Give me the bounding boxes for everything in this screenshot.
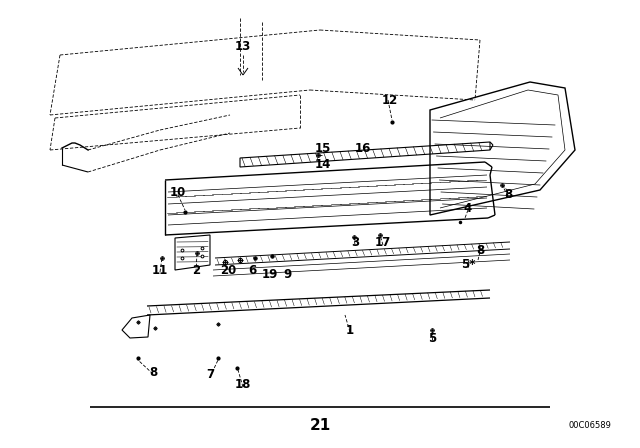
Text: 11: 11 — [152, 263, 168, 276]
Text: 18: 18 — [235, 379, 251, 392]
Text: 4: 4 — [464, 202, 472, 215]
Text: 19: 19 — [262, 268, 278, 281]
Text: 20: 20 — [220, 263, 236, 276]
Text: 16: 16 — [355, 142, 371, 155]
Text: 3: 3 — [351, 237, 359, 250]
Text: 6: 6 — [248, 263, 256, 276]
Text: 1: 1 — [346, 323, 354, 336]
Text: 15: 15 — [315, 142, 331, 155]
Text: 2: 2 — [192, 263, 200, 276]
Text: 17: 17 — [375, 237, 391, 250]
Text: 10: 10 — [170, 186, 186, 199]
Text: 00C06589: 00C06589 — [568, 421, 611, 430]
Text: 7: 7 — [206, 369, 214, 382]
Text: 5*: 5* — [461, 258, 476, 271]
Text: 8: 8 — [476, 244, 484, 257]
Text: 13: 13 — [235, 40, 251, 53]
Text: 8: 8 — [149, 366, 157, 379]
Text: 5: 5 — [428, 332, 436, 345]
Text: 9: 9 — [283, 268, 291, 281]
Text: 12: 12 — [382, 94, 398, 107]
Text: 14: 14 — [315, 159, 331, 172]
Text: 8: 8 — [504, 189, 512, 202]
Text: 21: 21 — [309, 418, 331, 432]
